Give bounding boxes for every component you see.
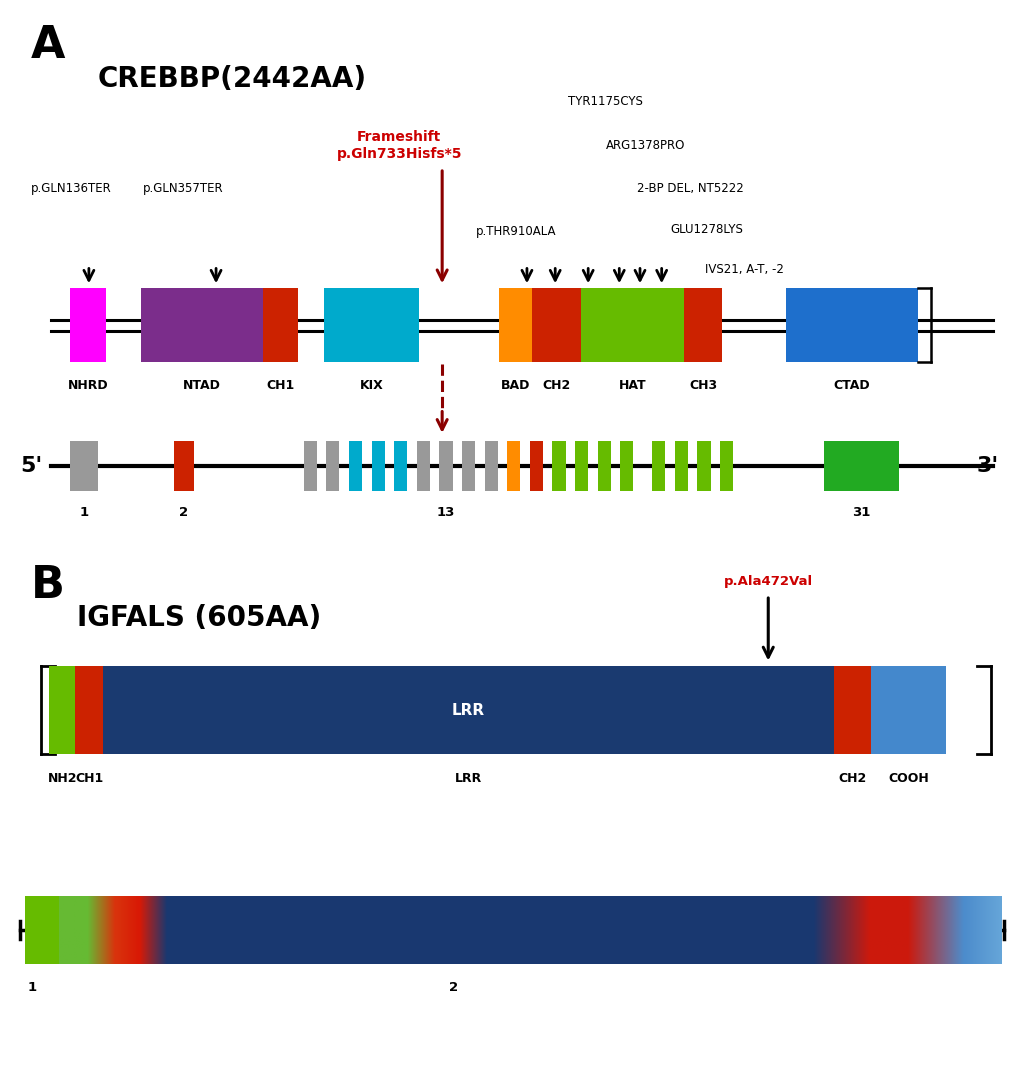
Text: 5': 5' — [20, 456, 43, 476]
Bar — [76, 666, 103, 754]
Text: IGFALS (605AA): IGFALS (605AA) — [77, 604, 322, 632]
Text: p.THR910ALA: p.THR910ALA — [476, 225, 557, 238]
Text: CH3: CH3 — [689, 379, 717, 392]
Bar — [499, 288, 531, 362]
Bar — [720, 441, 733, 491]
Bar — [417, 441, 430, 491]
Bar — [823, 441, 899, 491]
Bar — [697, 441, 711, 491]
Bar — [598, 441, 610, 491]
Bar — [652, 441, 666, 491]
Bar — [325, 288, 419, 362]
Bar — [70, 288, 105, 362]
Text: GLU1278LYS: GLU1278LYS — [671, 223, 743, 236]
Text: LRR: LRR — [452, 702, 485, 718]
Bar — [581, 288, 684, 362]
Text: HAT: HAT — [618, 379, 646, 392]
Bar — [372, 441, 385, 491]
Bar — [684, 288, 722, 362]
Bar — [531, 288, 581, 362]
Text: NTAD: NTAD — [183, 379, 221, 392]
Text: 2: 2 — [179, 506, 188, 519]
Bar — [140, 288, 263, 362]
Text: p.GLN357TER: p.GLN357TER — [143, 182, 224, 195]
Text: KIX: KIX — [359, 379, 383, 392]
Bar — [621, 441, 634, 491]
Bar — [552, 441, 565, 491]
Text: 1: 1 — [80, 506, 89, 519]
Text: CH2: CH2 — [839, 772, 866, 785]
Text: CH1: CH1 — [266, 379, 295, 392]
Bar — [786, 288, 918, 362]
Bar — [507, 441, 520, 491]
Text: Frameshift
p.Gln733Hisfs*5: Frameshift p.Gln733Hisfs*5 — [337, 130, 462, 162]
Text: BAD: BAD — [501, 379, 529, 392]
Text: 3': 3' — [976, 456, 998, 476]
Text: NH2: NH2 — [47, 772, 77, 785]
Bar — [394, 441, 408, 491]
Text: IVS21, A-T, -2: IVS21, A-T, -2 — [705, 263, 783, 276]
Text: NHRD: NHRD — [68, 379, 109, 392]
Bar — [439, 441, 453, 491]
Bar — [349, 441, 362, 491]
Text: ARG1378PRO: ARG1378PRO — [606, 139, 686, 152]
Text: CREBBP(2442AA): CREBBP(2442AA) — [97, 65, 367, 93]
Bar — [871, 666, 946, 754]
Text: B: B — [31, 564, 65, 607]
Text: p.GLN136TER: p.GLN136TER — [31, 182, 112, 195]
Text: p.Ala472Val: p.Ala472Val — [724, 575, 813, 588]
Text: 31: 31 — [852, 506, 870, 519]
Bar — [174, 441, 195, 491]
Bar — [49, 666, 76, 754]
Bar — [462, 441, 475, 491]
Bar — [529, 441, 543, 491]
Text: CTAD: CTAD — [834, 379, 870, 392]
Bar — [327, 441, 340, 491]
Text: 2: 2 — [449, 981, 458, 994]
Bar — [263, 288, 298, 362]
Text: COOH: COOH — [888, 772, 929, 785]
Text: TYR1175CYS: TYR1175CYS — [568, 95, 643, 108]
Bar — [25, 896, 59, 964]
Text: A: A — [31, 24, 66, 67]
Bar — [575, 441, 588, 491]
Bar — [834, 666, 871, 754]
Bar — [304, 441, 316, 491]
Text: 13: 13 — [437, 506, 455, 519]
Bar — [675, 441, 688, 491]
Text: LRR: LRR — [455, 772, 482, 785]
Text: CH1: CH1 — [75, 772, 103, 785]
Bar — [103, 666, 834, 754]
Text: 1: 1 — [28, 981, 37, 994]
Bar — [484, 441, 498, 491]
Text: 2-BP DEL, NT5222: 2-BP DEL, NT5222 — [637, 182, 743, 195]
Text: CH2: CH2 — [542, 379, 570, 392]
Bar — [70, 441, 98, 491]
